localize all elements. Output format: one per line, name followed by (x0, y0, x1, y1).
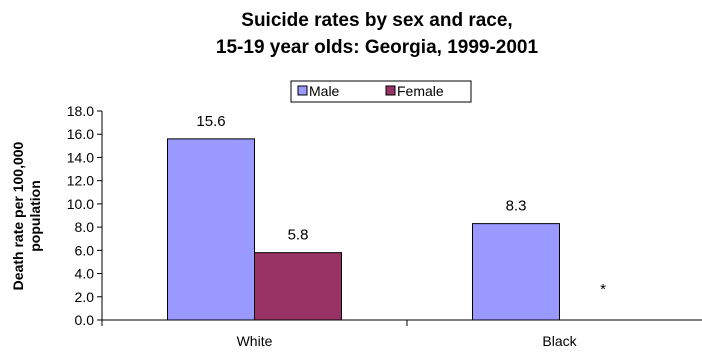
y-tick-label: 6.0 (75, 242, 95, 258)
y-axis-title-line-1: Death rate per 100,000 (10, 141, 26, 290)
legend-label-female: Female (397, 83, 444, 99)
data-label-male-black: 8.3 (506, 198, 527, 215)
bar-male-white (167, 138, 255, 321)
y-tick-label: 14.0 (67, 149, 94, 165)
y-tick-label: 0.0 (75, 312, 95, 328)
bar-male-black (472, 223, 560, 321)
data-label-female-black: * (600, 281, 606, 298)
legend-swatch-male (297, 85, 308, 96)
y-tick-label: 18.0 (67, 103, 94, 119)
y-tick-label: 8.0 (75, 219, 95, 235)
y-tick-label: 10.0 (67, 196, 94, 212)
legend-swatch-female (385, 85, 396, 96)
x-category-label: White (237, 333, 273, 349)
legend-box (290, 80, 472, 103)
plot-area: 0.0 2.0 4.0 6.0 8.0 10.0 12.0 14.0 16.0 18.0 15.6 5… (67, 103, 702, 349)
y-tick-label: 12.0 (67, 173, 94, 189)
data-label-male-white: 15.6 (196, 113, 225, 130)
y-tick-label: 2.0 (75, 289, 95, 305)
y-tick-label: 4.0 (75, 266, 95, 282)
legend: Male Female (290, 80, 472, 103)
x-category-label: Black (542, 333, 577, 349)
y-axis-title-line-2: population (27, 180, 43, 252)
chart-title-line-1: Suicide rates by sex and race, (241, 10, 512, 31)
legend-label-male: Male (309, 83, 340, 99)
y-tick-label: 16.0 (67, 126, 94, 142)
data-label-female-white: 5.8 (288, 227, 309, 244)
y-axis-title: Death rate per 100,000 population (10, 141, 43, 290)
chart-title-line-2: 15-19 year olds: Georgia, 1999-2001 (216, 37, 539, 58)
bar-female-white (254, 252, 342, 321)
